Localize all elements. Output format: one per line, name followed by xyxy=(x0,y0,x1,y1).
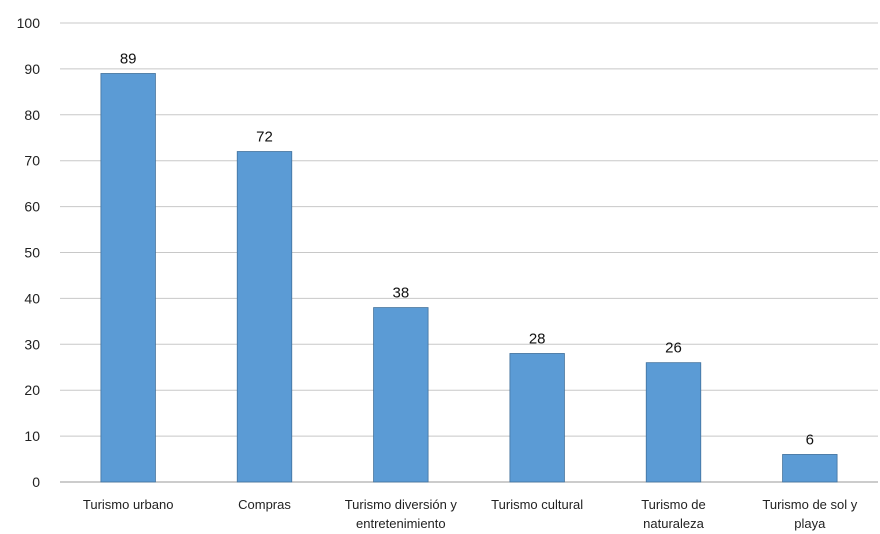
bar xyxy=(645,362,702,483)
y-tick-label: 20 xyxy=(24,382,40,398)
y-tick-label: 70 xyxy=(24,153,40,169)
bar xyxy=(782,454,838,483)
data-label: 72 xyxy=(256,129,273,146)
x-tick-label: Compras xyxy=(238,497,291,512)
x-tick-label: Turismo diversión y entretenimiento xyxy=(345,497,458,531)
x-axis-labels: Turismo urbano Compras Turismo diversión y… xyxy=(83,497,858,531)
y-tick-label: 80 xyxy=(24,107,40,123)
y-tick-label: 10 xyxy=(24,428,40,444)
data-labels: 89 72 38 28 26 6 xyxy=(120,50,814,448)
data-label: 28 xyxy=(529,330,546,347)
y-tick-label: 60 xyxy=(24,199,40,215)
bars xyxy=(100,73,838,483)
y-tick-label: 0 xyxy=(32,474,40,490)
bar xyxy=(236,151,293,483)
y-axis-ticks: 0 10 20 30 40 50 60 70 80 90 100 xyxy=(17,15,41,490)
data-label: 89 xyxy=(120,50,137,67)
bar xyxy=(509,353,565,483)
gridlines xyxy=(60,22,878,483)
data-label: 6 xyxy=(806,431,814,448)
bar xyxy=(100,73,156,483)
y-tick-label: 30 xyxy=(24,336,40,352)
y-tick-label: 50 xyxy=(24,245,40,261)
y-tick-label: 90 xyxy=(24,61,40,77)
y-tick-label: 100 xyxy=(17,15,41,31)
x-tick-label: Turismo de sol y playa xyxy=(762,497,857,531)
data-label: 38 xyxy=(392,285,409,302)
x-tick-label: Turismo urbano xyxy=(83,497,174,512)
y-tick-label: 40 xyxy=(24,290,40,306)
x-tick-label: Turismo cultural xyxy=(491,497,583,512)
x-tick-label: Turismo de naturaleza xyxy=(641,497,706,531)
data-label: 26 xyxy=(665,340,682,357)
bar xyxy=(373,307,429,483)
